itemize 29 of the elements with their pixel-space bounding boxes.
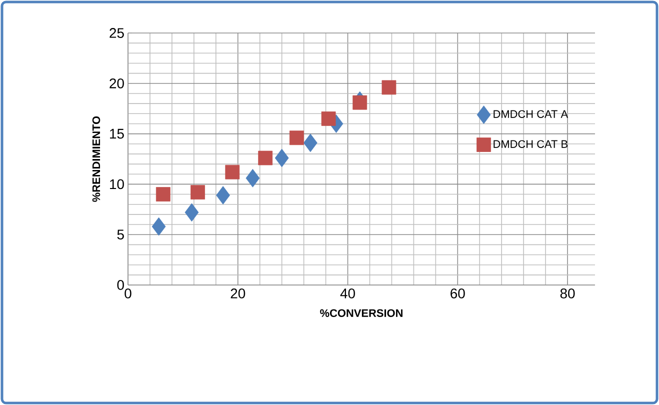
y-tick-label: 10 xyxy=(110,179,124,190)
y-tick-label: 15 xyxy=(110,128,124,139)
point xyxy=(190,185,205,200)
x-axis-title: %CONVERSION xyxy=(320,309,402,317)
legend-label: DMDCH CAT A xyxy=(494,110,568,118)
point xyxy=(184,203,199,222)
point xyxy=(258,150,273,166)
x-tick-label: 0 xyxy=(124,288,132,298)
point xyxy=(303,134,318,152)
y-tick-label: 25 xyxy=(110,28,124,38)
point xyxy=(152,217,166,236)
x-tick-label: 20 xyxy=(230,288,246,298)
x-tick-label: 40 xyxy=(340,288,355,298)
x-tick-label: 60 xyxy=(450,288,465,298)
y-axis-title: %RENDIMIENTO xyxy=(92,116,100,202)
y-tick-label: 5 xyxy=(117,230,124,240)
point xyxy=(274,148,289,168)
point xyxy=(225,164,240,180)
point xyxy=(382,80,396,95)
point xyxy=(321,111,336,126)
point xyxy=(246,168,260,188)
y-tick-label: 0 xyxy=(117,280,124,290)
y-tick-label: 20 xyxy=(110,78,124,88)
point xyxy=(289,130,304,146)
point xyxy=(216,186,230,204)
point xyxy=(156,187,170,202)
x-tick-label: 80 xyxy=(560,288,575,298)
point xyxy=(352,95,368,110)
legend-label: DMDCH CAT B xyxy=(494,140,568,148)
